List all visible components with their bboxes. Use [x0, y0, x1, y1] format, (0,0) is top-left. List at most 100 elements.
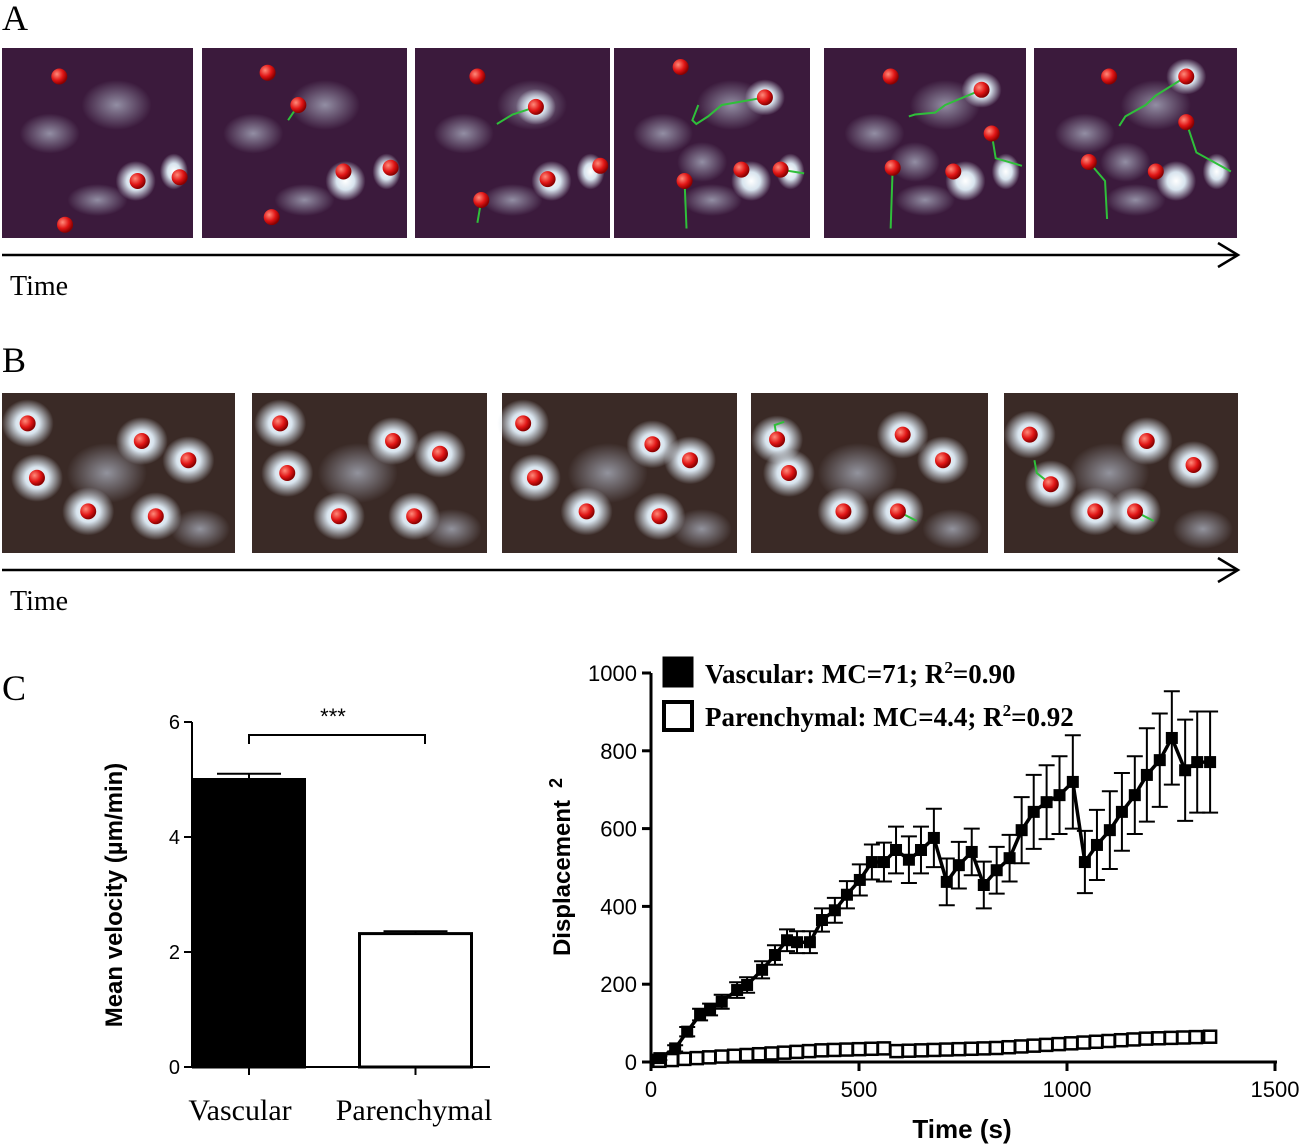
- parenchymal-point: [1202, 1029, 1218, 1044]
- cell-marker: [1138, 433, 1155, 449]
- cell-marker: [934, 452, 951, 469]
- line-x-tick-label: 0: [645, 1077, 657, 1102]
- parenchymal-point: [1188, 1029, 1204, 1045]
- vascular-point: [1066, 775, 1079, 788]
- cell-marker: [1147, 163, 1164, 180]
- parenchymal-point: [839, 1042, 854, 1057]
- line-y-tick-label: 400: [600, 894, 637, 919]
- vascular-point: [815, 914, 828, 927]
- parenchymal-point: [826, 1042, 842, 1058]
- microscopy-frame: [415, 48, 610, 238]
- cell-marker: [644, 436, 661, 453]
- cell-glow: [671, 509, 732, 549]
- cell-marker: [263, 209, 280, 226]
- time-arrow-a: [2, 241, 1241, 269]
- cell-marker: [884, 159, 901, 176]
- cell-marker: [1087, 503, 1104, 520]
- cell-marker: [330, 508, 347, 525]
- vascular-point: [756, 963, 769, 976]
- vascular-point: [877, 856, 890, 869]
- cell-glow: [1172, 509, 1233, 549]
- cell-marker: [180, 452, 197, 469]
- line-chart: Displacement 2 Time (s) Vascular: MC=71;…: [546, 656, 1300, 1144]
- cell-marker: [756, 89, 773, 106]
- line-y-tick-label: 800: [600, 739, 637, 764]
- microscopy-frame: [751, 393, 988, 553]
- cell-glow: [1100, 142, 1151, 182]
- cell-glow: [844, 113, 905, 154]
- cell-marker: [406, 508, 423, 525]
- vascular-point: [977, 879, 990, 892]
- vascular-point: [704, 1003, 717, 1016]
- vascular-point: [768, 949, 781, 962]
- bar-x-label-vascular: Vascular: [188, 1094, 291, 1127]
- parenchymal-point: [864, 1041, 879, 1057]
- cell-track: [1185, 121, 1232, 173]
- legend-marker-vascular: [662, 656, 694, 688]
- cell-marker: [945, 163, 962, 180]
- parenchymal-point: [1151, 1031, 1166, 1046]
- cell-marker: [147, 508, 164, 525]
- panel-a-frames: [2, 48, 1237, 238]
- cell-marker: [171, 169, 188, 186]
- parenchymal-point: [701, 1050, 717, 1065]
- cell-glow: [433, 113, 494, 154]
- vascular-point: [791, 936, 804, 949]
- parenchymal-point: [889, 1043, 904, 1059]
- vascular-point: [952, 859, 965, 872]
- vascular-point: [781, 934, 794, 947]
- cell-glow: [889, 142, 940, 182]
- line-y-axis-label: Displacement 2: [546, 778, 576, 956]
- line-x-tick-label: 1500: [1251, 1077, 1300, 1102]
- cell-glow: [1156, 161, 1197, 201]
- vascular-point: [681, 1025, 694, 1038]
- cell-marker: [672, 59, 689, 75]
- cell-glow: [817, 443, 898, 503]
- parenchymal-point: [901, 1043, 917, 1058]
- vascular-point: [1003, 852, 1016, 865]
- cell-marker: [882, 68, 899, 85]
- vascular-point: [1140, 768, 1153, 781]
- cell-marker: [651, 508, 668, 525]
- y-label-superscript: 2: [546, 778, 566, 788]
- panel-label-c: C: [2, 668, 26, 708]
- cell-glow: [482, 184, 543, 216]
- cell-glow: [633, 113, 693, 154]
- parenchymal-point: [876, 1041, 892, 1056]
- vascular-point: [890, 843, 903, 856]
- microscopy-frame: [824, 48, 1026, 238]
- cell-marker: [1080, 154, 1097, 170]
- cell-glow: [223, 113, 284, 154]
- parenchymal-point: [726, 1048, 742, 1064]
- parenchymal-point: [1026, 1038, 1041, 1053]
- parenchymal-point: [714, 1049, 729, 1064]
- cell-glow: [81, 80, 152, 130]
- parenchymal-point: [1038, 1037, 1054, 1053]
- microscopy-frame: [1, 393, 235, 553]
- parenchymal-point: [689, 1050, 705, 1066]
- cell-glow: [1069, 443, 1150, 503]
- cell-glow: [170, 509, 231, 549]
- cell-marker: [1021, 426, 1038, 443]
- parenchymal-point: [789, 1044, 804, 1060]
- cell-marker: [335, 163, 352, 180]
- parenchymal-point: [989, 1040, 1004, 1056]
- cell-marker: [835, 503, 852, 520]
- vascular-point: [853, 873, 866, 886]
- cell-glow: [67, 184, 128, 216]
- cell-glow: [1120, 80, 1191, 130]
- y-label-text: Displacement: [549, 800, 576, 956]
- cell-marker: [1101, 68, 1118, 85]
- vascular-point: [741, 978, 754, 991]
- cell-glow: [682, 184, 742, 216]
- cell-marker: [469, 68, 486, 85]
- microscopy-frame: [1034, 48, 1237, 238]
- cell-marker: [133, 433, 150, 449]
- cell-marker: [473, 192, 490, 208]
- cell-track: [889, 167, 894, 229]
- parenchymal-point: [1051, 1036, 1066, 1052]
- vascular-point: [715, 995, 728, 1008]
- legend-marker-parenchymal: [662, 700, 694, 732]
- vascular-point: [965, 845, 978, 858]
- microscopy-frame: [2, 48, 193, 238]
